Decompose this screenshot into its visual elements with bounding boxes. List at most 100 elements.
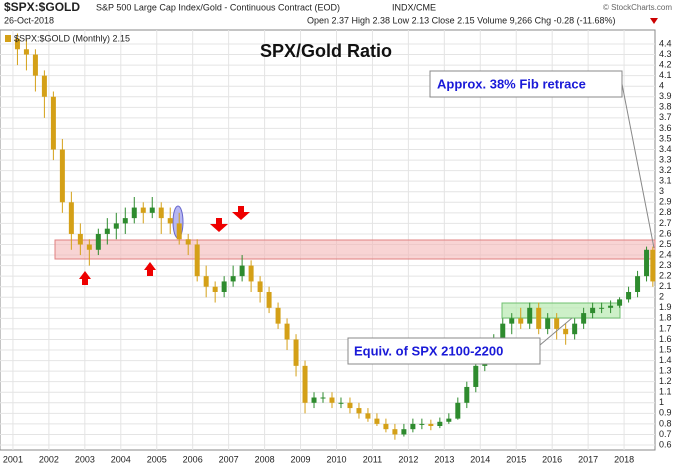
down-arrow	[232, 206, 250, 220]
date: 26-Oct-2018	[4, 15, 54, 25]
x-tick-label: 2008	[255, 454, 275, 464]
candle-body	[581, 313, 587, 324]
y-tick-label: 2.7	[659, 218, 672, 228]
annotation: Approx. 38% Fib retrace	[437, 76, 586, 91]
description: S&P 500 Large Cap Index/Gold - Continuou…	[96, 2, 340, 12]
support-box	[501, 302, 621, 319]
candle-body	[383, 423, 389, 430]
candle-body	[14, 38, 20, 50]
candle-body	[311, 397, 317, 403]
y-tick-label: 4.1	[659, 70, 672, 80]
x-tick-label: 2016	[542, 454, 562, 464]
resistance-band	[54, 239, 656, 260]
y-tick-label: 3.5	[659, 133, 672, 143]
candle-body	[293, 339, 299, 366]
candle-body	[185, 239, 191, 245]
candle-body	[176, 223, 182, 240]
annotation: Equiv. of SPX 2100-2200	[354, 343, 503, 358]
candle-body	[464, 386, 470, 403]
copyright: © StockCharts.com	[603, 3, 672, 12]
candle-body	[374, 418, 380, 424]
annotation-box	[429, 70, 623, 98]
y-tick-label: 3.7	[659, 112, 672, 122]
candle-body	[257, 281, 263, 292]
candle-body	[563, 328, 569, 335]
y-tick-label: 3.4	[659, 144, 672, 154]
down-arrow	[210, 218, 228, 232]
candle-body	[554, 318, 560, 329]
y-tick-label: 2	[659, 292, 664, 302]
candle-body	[95, 233, 101, 250]
x-tick-label: 2018	[614, 454, 634, 464]
x-tick-label: 2009	[291, 454, 311, 464]
x-tick-label: 2002	[39, 454, 59, 464]
candle-body	[221, 281, 227, 292]
y-tick-label: 1.4	[659, 355, 672, 365]
candle-body	[500, 323, 506, 340]
candle-body	[131, 207, 137, 219]
candle-body	[635, 276, 641, 292]
y-tick-label: 2.3	[659, 260, 672, 270]
candle-body	[104, 228, 110, 234]
y-tick-label: 1.7	[659, 323, 672, 333]
candle-body	[590, 307, 596, 314]
candle-body	[608, 305, 614, 308]
candle-body	[50, 96, 56, 150]
x-tick-label: 2014	[470, 454, 490, 464]
candle-body	[113, 223, 119, 229]
y-tick-label: 3.1	[659, 176, 672, 186]
candle-body	[428, 423, 434, 427]
candle-body	[527, 307, 533, 324]
y-tick-label: 1	[659, 397, 664, 407]
candle-body	[248, 265, 254, 282]
candle-body	[410, 423, 416, 430]
y-tick-label: 2.5	[659, 239, 672, 249]
y-tick-label: 0.9	[659, 408, 672, 418]
candle-body	[230, 276, 236, 282]
candle-body	[392, 429, 398, 435]
candle-body	[77, 233, 83, 245]
candle-body	[212, 286, 218, 292]
candle-body	[644, 249, 650, 277]
y-tick-label: 1.1	[659, 387, 672, 397]
candle-body	[239, 265, 245, 277]
candle-body	[194, 244, 200, 277]
y-tick-label: 3.2	[659, 165, 672, 175]
candle-body	[122, 218, 128, 224]
y-tick-label: 0.8	[659, 418, 672, 428]
x-tick-label: 2001	[3, 454, 23, 464]
x-tick-label: 2012	[398, 454, 418, 464]
y-tick-label: 2.8	[659, 207, 672, 217]
y-tick-label: 2.6	[659, 228, 672, 238]
y-tick-label: 0.6	[659, 439, 672, 449]
candle-body	[329, 397, 335, 403]
candle-body	[473, 365, 479, 387]
y-tick-label: 1.9	[659, 302, 672, 312]
candle-body	[158, 207, 164, 219]
x-tick-label: 2005	[147, 454, 167, 464]
x-tick-label: 2011	[363, 454, 382, 464]
candle-body	[572, 323, 578, 335]
x-tick-label: 2006	[183, 454, 203, 464]
y-tick-label: 1.2	[659, 376, 672, 386]
down-triangle	[650, 18, 658, 24]
y-tick-label: 3	[659, 186, 664, 196]
y-tick-label: 3.6	[659, 123, 672, 133]
up-arrow	[144, 262, 156, 276]
candle-body	[68, 202, 74, 234]
up-arrow	[79, 271, 91, 285]
candle-body	[347, 402, 353, 409]
candle-body	[365, 413, 371, 419]
x-tick-label: 2007	[219, 454, 239, 464]
x-tick-label: 2003	[75, 454, 95, 464]
candle-body	[266, 291, 272, 308]
candle-body	[419, 423, 425, 425]
y-tick-label: 1.5	[659, 344, 672, 354]
y-tick-label: 4.3	[659, 49, 672, 59]
y-tick-label: 3.9	[659, 91, 672, 101]
x-tick-label: 2017	[578, 454, 598, 464]
y-tick-label: 2.4	[659, 249, 672, 259]
candle-body	[356, 408, 362, 414]
symbol: $SPX:$GOLD	[4, 0, 80, 14]
candle-body	[518, 318, 524, 324]
